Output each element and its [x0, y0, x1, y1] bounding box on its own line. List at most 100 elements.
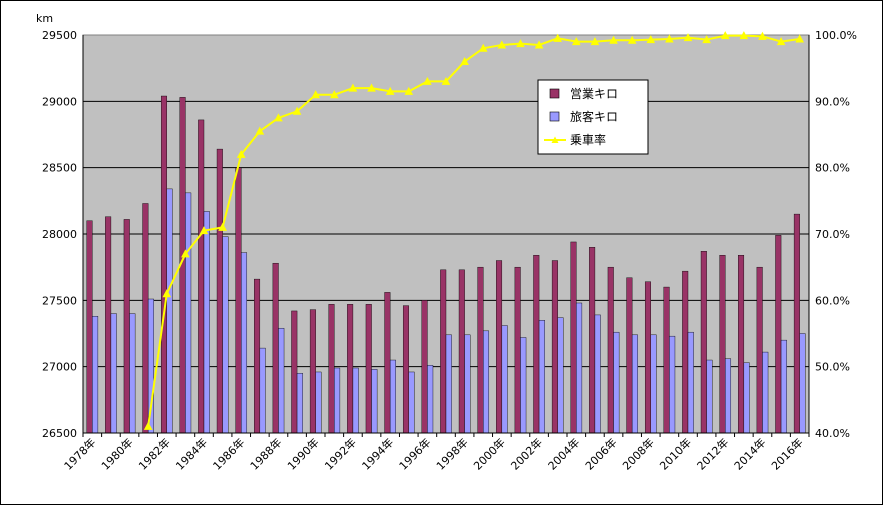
legend-swatch-marker	[551, 136, 559, 143]
line-marker	[758, 31, 767, 40]
bar	[296, 373, 303, 434]
bar	[650, 334, 657, 434]
line-marker	[795, 34, 805, 43]
x-tick-label: 2008年	[619, 435, 656, 472]
bar	[92, 316, 99, 434]
bar	[501, 325, 508, 434]
bar	[631, 334, 638, 434]
bar	[259, 347, 266, 434]
line-marker	[311, 90, 321, 99]
y-right-tick-label: 100.0%	[815, 29, 857, 42]
bar	[123, 219, 130, 434]
bar	[613, 331, 620, 434]
bar	[458, 269, 465, 434]
line-marker	[348, 83, 358, 92]
bar	[687, 331, 694, 434]
bar	[389, 359, 396, 434]
y-right-tick-label: 50.0%	[815, 361, 850, 374]
bar	[86, 220, 93, 434]
y-axis-unit-label: km	[36, 12, 53, 25]
line-marker	[516, 39, 525, 48]
bar	[793, 213, 800, 434]
bar-series	[86, 95, 806, 434]
line-marker	[274, 113, 283, 122]
bar	[725, 358, 732, 434]
bar	[780, 339, 787, 434]
y-left-tick-label: 28000	[42, 228, 77, 241]
bar	[483, 330, 490, 434]
line-marker	[292, 106, 302, 115]
y-left-tick-label: 29000	[42, 95, 77, 108]
bar	[669, 335, 676, 434]
x-tick-label: 1988年	[247, 435, 284, 472]
x-tick-label: 1986年	[210, 435, 247, 472]
bar	[241, 252, 248, 434]
bar	[365, 304, 372, 434]
bar	[663, 286, 670, 434]
line-marker	[236, 149, 246, 158]
x-tick-label: 1980年	[98, 435, 135, 472]
y-right-tick-label: 80.0%	[815, 162, 850, 175]
bar	[309, 309, 316, 434]
line-marker	[460, 56, 469, 66]
line-marker	[609, 35, 618, 44]
line-marker	[199, 226, 209, 235]
bar	[328, 304, 335, 434]
line-marker	[143, 421, 153, 430]
line-marker	[534, 40, 544, 49]
y-left-tick-label: 28500	[42, 162, 77, 175]
bar	[142, 203, 149, 434]
bar	[254, 278, 261, 434]
bar	[464, 334, 471, 434]
bar	[129, 313, 136, 434]
line-marker	[590, 37, 600, 46]
bar	[551, 260, 558, 434]
bar	[589, 247, 596, 434]
x-tick-label: 1982年	[135, 435, 172, 472]
legend-label: 営業キロ	[570, 87, 618, 101]
bar	[291, 310, 298, 434]
y-right-tick-label: 40.0%	[815, 427, 850, 440]
bar	[570, 241, 577, 434]
line-marker	[665, 34, 674, 43]
bar	[538, 320, 545, 434]
bar	[700, 251, 707, 434]
line-marker	[367, 83, 376, 92]
line-series	[143, 31, 805, 430]
bar	[198, 119, 205, 434]
line-marker	[385, 86, 395, 95]
x-tick-label: 1984年	[173, 435, 210, 472]
bar	[756, 266, 763, 434]
bar	[203, 211, 210, 434]
x-tick-label: 2010年	[657, 435, 694, 472]
bar	[421, 300, 428, 434]
bar	[235, 167, 242, 434]
line-marker	[441, 76, 451, 85]
bar	[352, 367, 359, 434]
line-marker	[553, 33, 563, 42]
x-tick-label: 2006年	[582, 435, 619, 472]
y-right-tick-label: 90.0%	[815, 95, 850, 108]
line-marker	[720, 31, 730, 40]
x-tick-label: 1996年	[396, 435, 433, 472]
line-marker	[478, 43, 488, 52]
bar	[334, 367, 341, 434]
bar	[160, 95, 167, 434]
bar	[216, 148, 223, 434]
line-marker	[423, 76, 432, 85]
bar	[520, 337, 527, 434]
x-tick-label: 1998年	[433, 435, 470, 472]
legend-swatch	[549, 88, 560, 99]
line-marker	[571, 37, 581, 46]
bar	[533, 255, 540, 434]
bar	[514, 266, 521, 434]
bar	[445, 334, 452, 434]
line-marker	[162, 289, 172, 298]
bar	[738, 255, 745, 434]
line-marker	[329, 90, 339, 99]
bar	[576, 302, 583, 434]
bar	[440, 269, 447, 434]
x-tick-label: 1992年	[322, 435, 359, 472]
